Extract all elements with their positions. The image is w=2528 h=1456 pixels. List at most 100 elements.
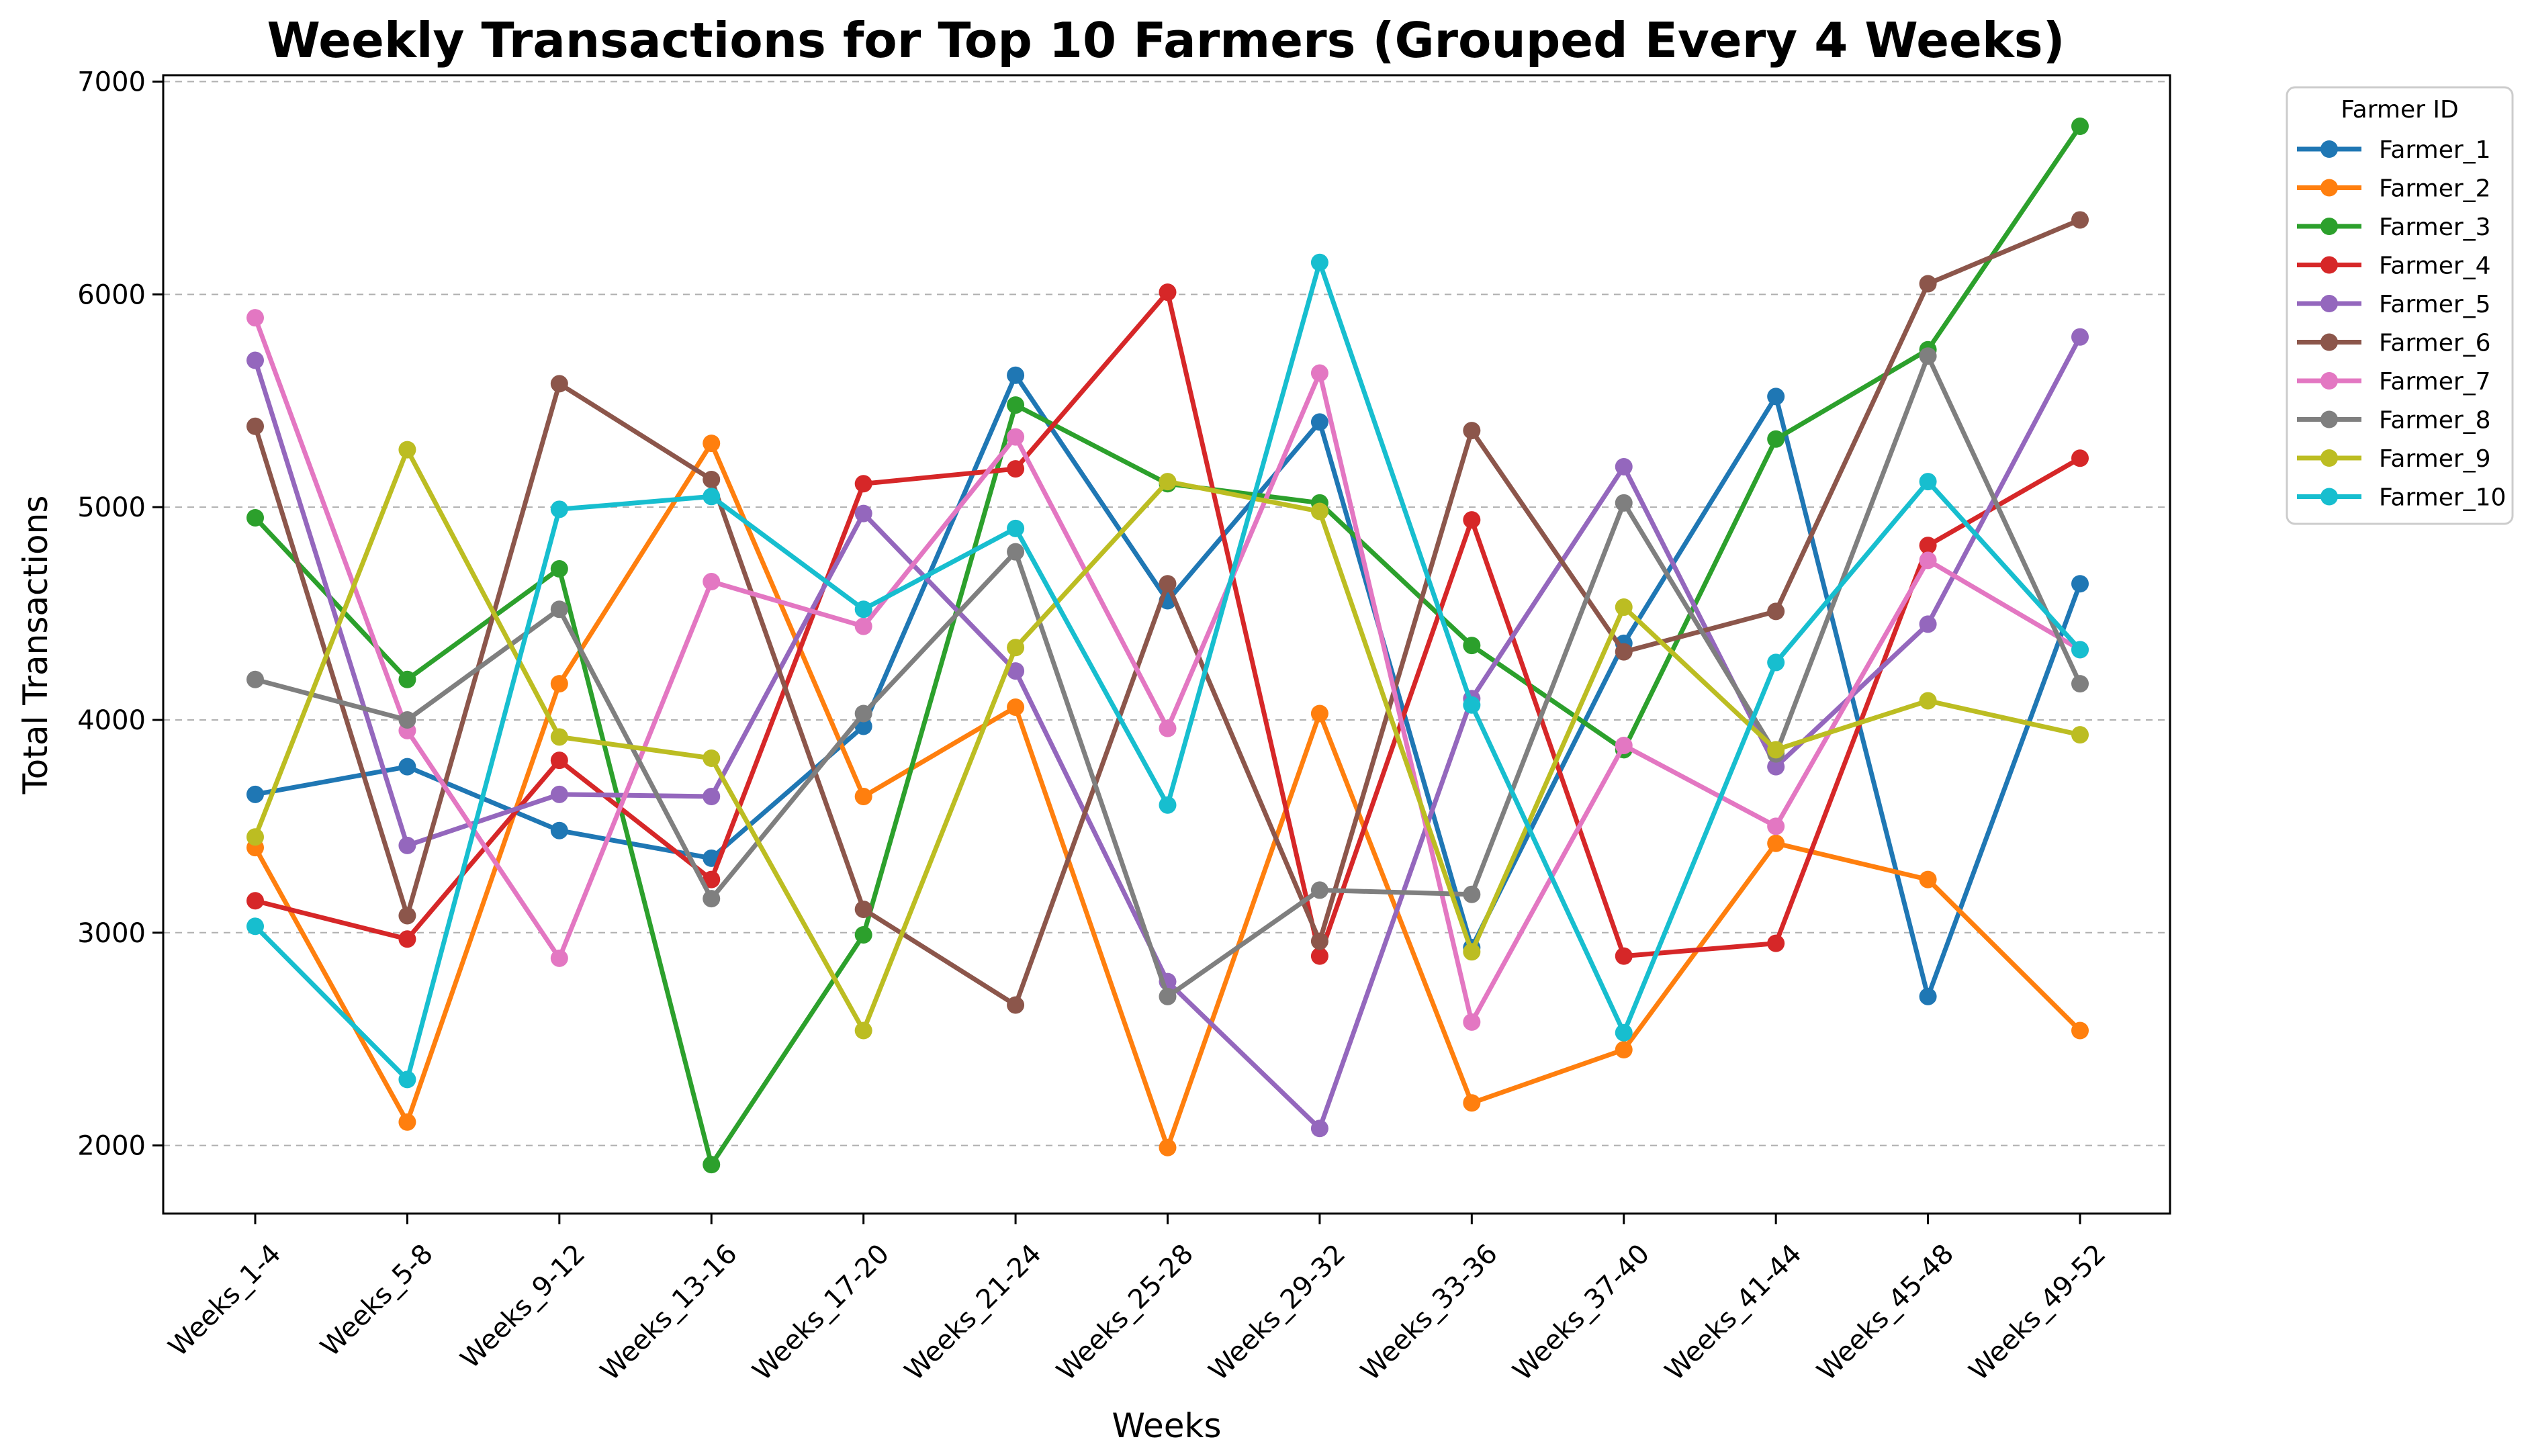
legend-label: Farmer_3 <box>2379 214 2491 241</box>
data-point <box>1463 1094 1481 1112</box>
data-point <box>1159 719 1177 737</box>
legend-box <box>2286 86 2514 525</box>
data-point <box>1310 1120 1328 1138</box>
series-line <box>253 218 2081 1007</box>
data-point <box>1310 704 1328 723</box>
data-point <box>854 1021 872 1040</box>
data-point <box>1310 947 1328 965</box>
legend-item: Farmer_6 <box>2297 330 2491 357</box>
data-point <box>398 930 416 948</box>
x-axis-ticks: Weeks_1-4 Weeks_5-8 Weeks_9-12 Weeks_13-16 W… <box>163 1214 2112 1387</box>
legend-item: Farmer_9 <box>2297 445 2491 473</box>
data-point <box>2071 211 2089 229</box>
data-point <box>703 1156 721 1174</box>
data-point <box>1159 575 1177 593</box>
x-tick-label: Weeks_17-20 <box>747 1238 895 1387</box>
data-point <box>1310 413 1328 431</box>
data-point <box>1615 736 1633 754</box>
data-point <box>1463 1013 1481 1031</box>
x-tick-label: Weeks_41-44 <box>1660 1238 1808 1387</box>
data-point <box>550 600 568 619</box>
legend-marker <box>2320 372 2338 390</box>
legend-marker <box>2320 333 2338 351</box>
legend-item: Farmer_1 <box>2297 136 2491 164</box>
data-point <box>398 711 416 729</box>
data-point <box>1463 696 1481 714</box>
data-point <box>1007 662 1025 680</box>
data-point <box>2071 118 2089 136</box>
data-point <box>854 617 872 635</box>
y-tick-label: 5000 <box>77 492 146 523</box>
legend-marker <box>2320 256 2338 274</box>
data-point <box>1007 543 1025 561</box>
legend-item: Farmer_7 <box>2297 368 2491 396</box>
data-point <box>1463 943 1481 961</box>
data-point <box>1007 996 1025 1014</box>
data-point <box>1919 537 1937 555</box>
data-point <box>246 417 264 435</box>
series-line <box>255 373 2083 999</box>
data-point <box>398 441 416 459</box>
data-point <box>1159 796 1177 814</box>
data-point <box>1615 1023 1633 1042</box>
data-point <box>1463 637 1481 655</box>
plot-frame <box>162 74 2171 1215</box>
legend-label: Farmer_1 <box>2379 136 2491 164</box>
legend-item: Farmer_5 <box>2297 291 2491 318</box>
data-point <box>854 900 872 918</box>
data-point <box>1615 494 1633 512</box>
legend-marker <box>2320 295 2338 312</box>
data-point <box>246 309 264 327</box>
data-point <box>1919 870 1937 889</box>
series-farmer-1 <box>246 366 2089 1005</box>
data-point <box>1615 947 1633 965</box>
data-point <box>550 752 568 770</box>
data-point <box>1310 932 1328 950</box>
data-point <box>398 670 416 688</box>
data-point <box>1767 817 1785 835</box>
y-tick-label: 2000 <box>77 1131 146 1162</box>
legend-label: Farmer_9 <box>2379 445 2491 473</box>
x-tick-label: Weeks_21-24 <box>899 1238 1047 1387</box>
data-point <box>1007 396 1025 414</box>
data-point <box>703 435 721 453</box>
x-tick-label: Weeks_5-8 <box>315 1238 439 1363</box>
data-point <box>398 1113 416 1131</box>
data-point <box>246 670 264 688</box>
data-point <box>1463 885 1481 903</box>
x-tick-label: Weeks_9-12 <box>455 1238 591 1375</box>
data-point <box>1007 460 1025 478</box>
data-point <box>703 788 721 806</box>
data-point <box>854 600 872 619</box>
x-tick-label: Weeks_1-4 <box>163 1238 287 1363</box>
data-point <box>1919 987 1937 1005</box>
x-tick-label: Weeks_29-32 <box>1203 1238 1351 1387</box>
data-point <box>246 785 264 803</box>
data-point <box>1767 430 1785 448</box>
series-farmer-4 <box>246 283 2089 965</box>
legend-items: Farmer_1 Farmer_2 Farmer_3 Farmer_4 Farmer_5… <box>2297 136 2506 512</box>
data-point <box>1310 364 1328 382</box>
data-point <box>1767 834 1785 852</box>
x-tick-label: Weeks_25-28 <box>1051 1238 1200 1387</box>
series-farmer-9 <box>246 441 2089 1040</box>
data-point <box>1310 502 1328 520</box>
data-point <box>703 749 721 767</box>
data-point <box>550 728 568 746</box>
legend-item: Farmer_8 <box>2297 407 2491 435</box>
data-point <box>1310 881 1328 899</box>
data-point <box>1767 741 1785 759</box>
data-point <box>1615 598 1633 617</box>
data-point <box>1919 692 1937 710</box>
data-point <box>1767 758 1785 776</box>
data-point <box>1159 473 1177 491</box>
legend-marker <box>2320 449 2338 467</box>
series-farmer-6 <box>246 211 2089 1014</box>
data-point <box>854 704 872 723</box>
data-point <box>550 560 568 578</box>
legend-marker <box>2320 410 2338 428</box>
data-point <box>854 788 872 806</box>
x-tick-label: Weeks_37-40 <box>1507 1238 1656 1387</box>
legend-label: Farmer_5 <box>2379 291 2491 318</box>
